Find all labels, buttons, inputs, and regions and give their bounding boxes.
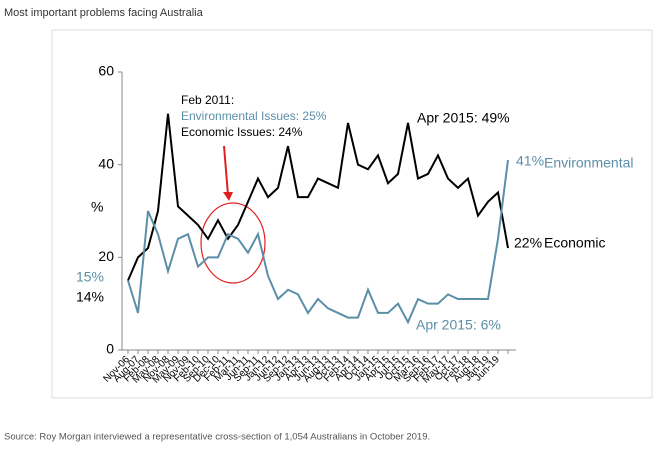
chart-frame [51,29,653,399]
arrow-head [223,192,233,201]
series-line [127,113,509,281]
y-tick-label: 0 [106,341,114,357]
series-line [127,159,509,325]
chart-title: Most important problems facing Australia [4,7,204,19]
annotation: 22% [514,235,542,251]
annotation: Feb 2011: [181,93,234,107]
annotation: Environmental Issues: 25% [181,109,327,123]
legend-label: Environmental [544,155,634,171]
annotation: Apr 2015: 6% [416,317,501,333]
arrow [223,145,229,196]
y-axis-label: % [91,199,103,215]
highlight-circle [200,202,266,284]
y-tick-label: 60 [98,63,114,79]
y-tick-label: 40 [98,155,114,171]
y-tick-label: 20 [98,248,114,264]
legend-label: Economic [544,235,605,251]
annotation: 41% [516,153,544,169]
annotation: Economic Issues: 24% [181,125,303,139]
annotation: 15% [76,269,104,285]
annotation: Apr 2015: 49% [417,110,510,126]
source-note: Source: Roy Morgan interviewed a represe… [4,432,430,443]
annotation: 14% [76,289,104,305]
